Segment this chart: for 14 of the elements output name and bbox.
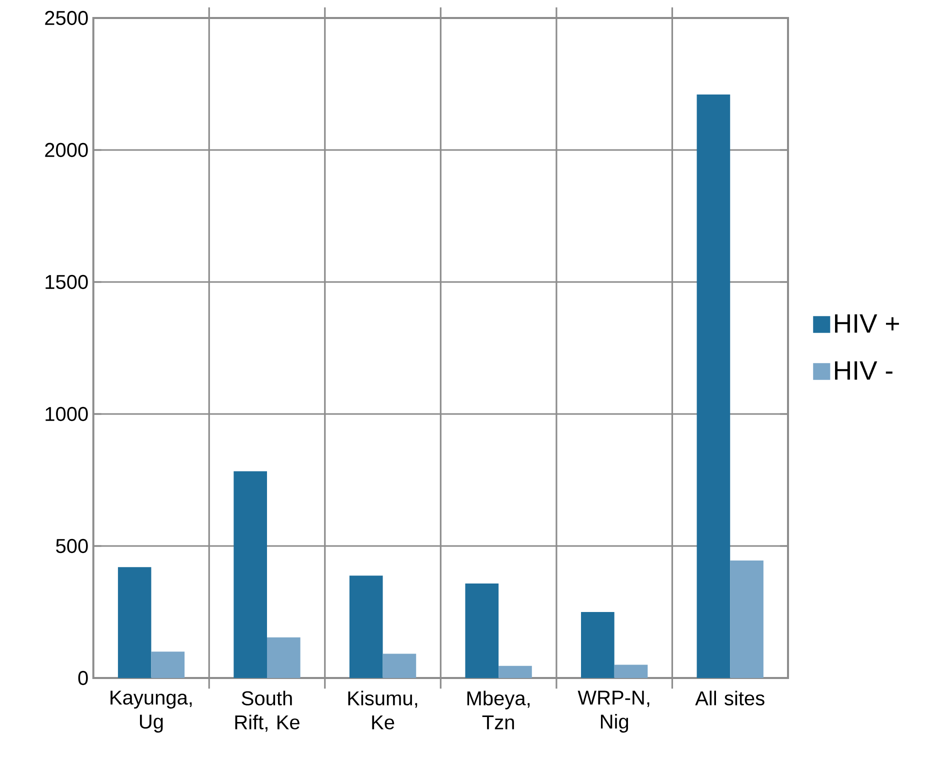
x-tick-label: South Rift, Ke bbox=[235, 690, 300, 732]
y-tick-label: 2500 bbox=[45, 10, 88, 26]
x-tick-label: WRP-N, Nig bbox=[578, 690, 650, 733]
y-tick-label: 1500 bbox=[46, 274, 88, 290]
y-tick-label: 500 bbox=[56, 538, 88, 554]
x-tick-label: Kayunga, Ug bbox=[110, 690, 192, 733]
legend-label: HIV - bbox=[835, 361, 892, 380]
y-tick-label: 1000 bbox=[46, 406, 88, 422]
x-tick-label: Kisumu, Ke bbox=[348, 690, 418, 730]
legend-label: HIV + bbox=[835, 314, 899, 333]
x-tick-label: Mbeya, Tzn bbox=[467, 690, 530, 730]
y-tick-label: 2000 bbox=[45, 142, 88, 158]
y-tick-label: 0 bbox=[78, 670, 88, 686]
x-tick-label: All sites bbox=[695, 690, 764, 706]
